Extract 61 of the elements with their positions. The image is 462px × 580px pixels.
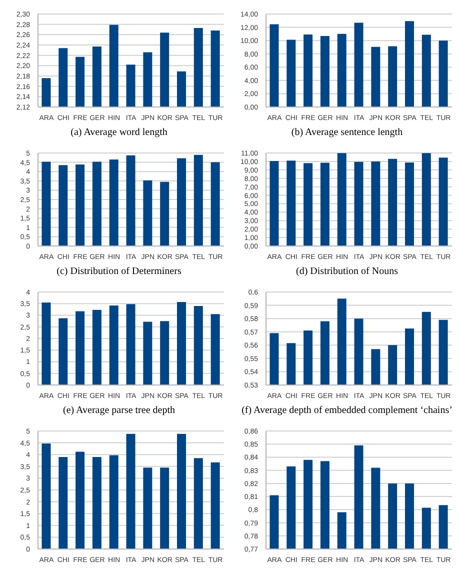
bar [176, 158, 186, 246]
bar [76, 311, 85, 385]
bar [58, 165, 68, 246]
bar [109, 160, 118, 246]
bar [76, 164, 85, 246]
bar [109, 305, 118, 385]
bar [160, 468, 170, 549]
bar [58, 318, 68, 385]
bar [76, 452, 85, 549]
bar [337, 34, 346, 107]
bar [337, 153, 346, 246]
bar [126, 434, 136, 549]
bar [354, 162, 364, 246]
text: (c) Distribution of Determiners [56, 266, 182, 279]
bar [176, 302, 186, 385]
bar [126, 155, 136, 246]
bar [210, 314, 220, 385]
bar [42, 444, 51, 549]
bar [92, 456, 102, 549]
bar [176, 434, 186, 549]
bar [270, 161, 279, 246]
text: (a) Average word length [70, 127, 168, 140]
bar [304, 34, 313, 107]
bar [286, 40, 296, 107]
bar [143, 180, 152, 246]
bar [42, 302, 51, 385]
text: (f) Average depth of embedded complement ‘chains’ [242, 405, 452, 418]
bar [438, 158, 448, 246]
bar [438, 40, 448, 107]
bar [388, 46, 398, 107]
bar [160, 321, 170, 385]
bar [320, 162, 330, 246]
bar [194, 306, 203, 385]
bar [422, 34, 431, 107]
bar [160, 182, 170, 246]
bar [371, 46, 380, 107]
bar [143, 322, 152, 385]
bar [210, 462, 220, 549]
bar [42, 162, 51, 246]
bar [126, 304, 136, 385]
bar [286, 160, 296, 246]
bar [404, 21, 414, 107]
bar [388, 158, 398, 246]
bar [404, 162, 414, 246]
bar [354, 22, 364, 107]
bar [109, 455, 118, 549]
bar [194, 154, 203, 246]
bar [92, 162, 102, 246]
bar [210, 162, 220, 246]
bar [143, 468, 152, 549]
bar [194, 458, 203, 549]
bar [422, 153, 431, 246]
bar [92, 310, 102, 385]
bar [270, 24, 279, 107]
bar [304, 163, 313, 246]
bar [371, 161, 380, 246]
bar [58, 456, 68, 549]
text: (e) Average parse tree depth [63, 405, 175, 418]
text: (b) Average sentence length [291, 127, 403, 140]
text: (d) Distribution of Nouns [296, 266, 398, 279]
bar [320, 36, 330, 107]
